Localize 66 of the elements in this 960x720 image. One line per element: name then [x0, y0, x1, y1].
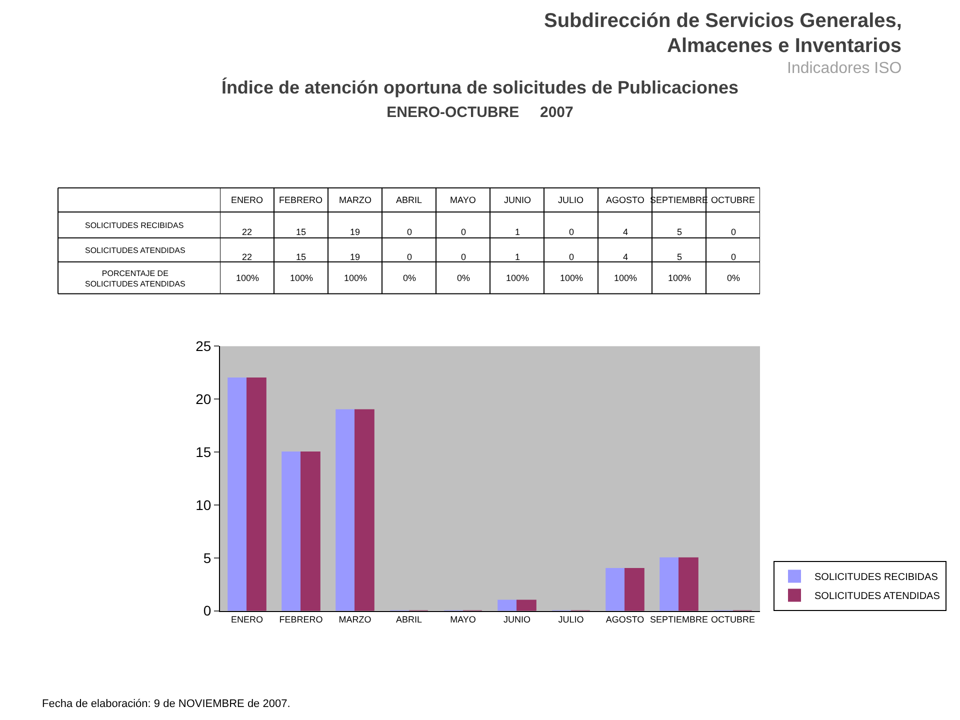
data-label: 0 [731, 252, 736, 262]
text: 100% [344, 273, 368, 283]
data-label: 15 [296, 227, 306, 237]
text: 0% [403, 273, 416, 283]
data-label: 5 [677, 227, 682, 237]
text: PORCENTAJE DE SOLICITUDES ATENDIDAS [85, 269, 186, 288]
x-tick-label: ENERO [230, 614, 264, 625]
text: 100% [560, 273, 584, 283]
y-tick-label: 15 [196, 444, 212, 460]
x-tick-label: MARZO [338, 614, 372, 625]
legend-label: SOLICITUDES ATENDIDAS [814, 591, 940, 602]
text: Fecha de elaboración: 9 de NOVIEMBRE de 2007. [42, 698, 290, 710]
data-label: 0 [569, 227, 574, 237]
chart-title: Índice de atención oportuna de solicitudes de Publicaciones [221, 78, 739, 98]
text: 100% [668, 273, 692, 283]
text: Subdirección de Servicios Generales, [544, 10, 902, 32]
x-tick-label: OCTUBRE [710, 614, 756, 625]
x-tick-label: JUNIO [504, 614, 530, 625]
text: Almacenes e Inventarios [667, 35, 902, 57]
y-tick-label: 20 [196, 391, 212, 408]
legend-label: SOLICITUDES RECIBIDAS [814, 572, 938, 584]
data-label: 0 [569, 252, 574, 262]
y-tick-label: 25 [196, 338, 212, 354]
data-label: 0 [407, 252, 412, 262]
text: 100% [506, 273, 530, 283]
x-tick-label: FEBRERO [279, 614, 323, 625]
text: SOLICITUDES ATENDIDAS [85, 246, 186, 255]
y-tick-label: 0 [203, 602, 212, 619]
data-label: 0 [461, 252, 466, 262]
data-label: 4 [623, 227, 628, 237]
text: 0% [727, 273, 740, 283]
data-label: 4 [623, 252, 628, 262]
text: 100% [236, 273, 260, 283]
x-tick-label: ABRIL [396, 614, 422, 625]
data-label: 19 [350, 252, 360, 262]
data-label: 15 [296, 252, 306, 262]
text: 100% [614, 273, 638, 283]
x-tick-label: SEPTIEMBRE [650, 614, 708, 625]
category-label: ABRIL [396, 195, 422, 205]
category-label: OCTUBRE [711, 195, 756, 205]
data-label: 1 [515, 252, 520, 262]
data-label: 22 [242, 252, 252, 262]
x-tick-label: JULIO [558, 614, 584, 625]
y-tick-label: 10 [196, 496, 212, 513]
category-label: FEBRERO [279, 195, 323, 205]
x-tick-label: AGOSTO [606, 614, 644, 625]
data-label: 0 [731, 227, 736, 237]
data-label: 19 [350, 227, 360, 237]
x-tick-label: MAYO [450, 614, 476, 625]
data-label: 0 [407, 227, 412, 237]
text: SOLICITUDES RECIBIDAS [85, 221, 184, 230]
chart-subtitle: ENERO-OCTUBRE 2007 [386, 104, 574, 121]
data-label: 5 [677, 252, 682, 262]
text: 100% [290, 273, 314, 283]
category-label: ENERO [231, 195, 264, 205]
category-label: AGOSTO [606, 195, 644, 205]
category-label: JUNIO [504, 195, 531, 205]
text: 0% [457, 273, 470, 283]
y-tick-label: 5 [203, 550, 212, 566]
data-label: 22 [242, 227, 252, 237]
category-label: MAYO [450, 195, 476, 205]
text: Indicadores ISO [787, 60, 902, 77]
data-label: 1 [515, 227, 520, 237]
data-label: 0 [461, 227, 466, 237]
category-label: MARZO [339, 195, 372, 205]
category-label: JULIO [558, 195, 584, 205]
